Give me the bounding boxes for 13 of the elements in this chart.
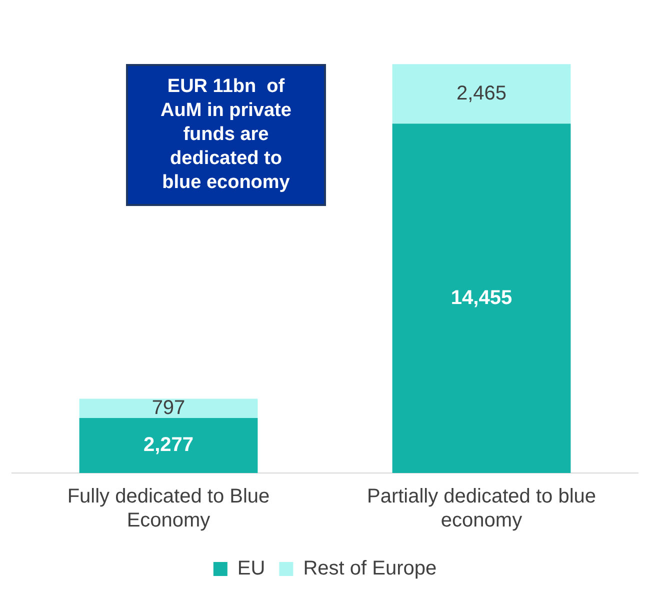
legend-label: EU (237, 558, 266, 580)
data-label: 14,455 (450, 286, 512, 309)
bar (392, 124, 571, 473)
bar (79, 418, 258, 473)
bar (79, 398, 258, 418)
legend-label: Rest of Europe (303, 558, 437, 580)
x-tick-label: Partially dedicated to blue economy (366, 486, 596, 532)
x-tick-label: Fully dedicated to Blue Economy (67, 486, 270, 532)
text-box: EUR 11bn of AuM in private funds are dedicated to blue economy (126, 64, 326, 206)
data-label: 2,277 (143, 434, 194, 456)
data-label: 797 (152, 396, 186, 419)
bar (392, 64, 571, 124)
data-label: 2,465 (456, 82, 507, 104)
